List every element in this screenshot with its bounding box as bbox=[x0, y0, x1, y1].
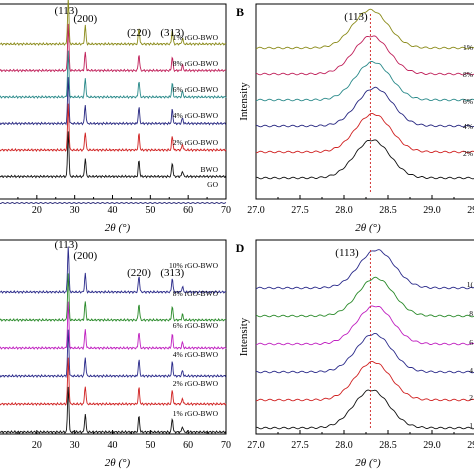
x-axis-label: 2θ (°) bbox=[355, 222, 381, 234]
series-line bbox=[0, 273, 226, 323]
series-line bbox=[0, 386, 227, 435]
x-tick-label: 30 bbox=[70, 205, 80, 216]
series-line bbox=[255, 389, 474, 430]
peak-label: (313) bbox=[160, 27, 184, 39]
y-axis-label: Intensity bbox=[238, 317, 250, 356]
series-line bbox=[255, 112, 474, 154]
series-label: 8% bbox=[463, 70, 473, 79]
series-label: 4% bbox=[463, 122, 473, 131]
panel-a bbox=[0, 0, 227, 204]
x-tick-label: 70 bbox=[221, 440, 231, 451]
peak-label: (113) bbox=[55, 5, 79, 17]
x-tick-label: 29.0 bbox=[423, 440, 441, 451]
series-line bbox=[255, 332, 474, 374]
peak-label: (313) bbox=[160, 267, 184, 279]
x-tick-label: 20 bbox=[32, 205, 42, 216]
series-line bbox=[255, 249, 474, 290]
x-tick-label: 60 bbox=[183, 205, 193, 216]
x-tick-label: 50 bbox=[145, 205, 155, 216]
x-tick-label: 28.5 bbox=[379, 440, 397, 451]
series-line bbox=[0, 103, 227, 153]
series-line bbox=[255, 139, 474, 180]
series-line bbox=[0, 50, 227, 100]
x-tick-label: 30 bbox=[70, 440, 80, 451]
series-label: 1% bbox=[463, 43, 473, 52]
series-label: 4% rGO-BWO bbox=[173, 111, 219, 120]
plot-frame bbox=[255, 3, 474, 200]
x-tick-label: 40 bbox=[108, 205, 118, 216]
series-line bbox=[0, 131, 227, 179]
x-axis-label: 2θ (°) bbox=[105, 457, 131, 469]
series-label: 8% rGO-BWO bbox=[173, 289, 219, 298]
x-tick-label: 27.0 bbox=[247, 205, 265, 216]
series-label: 6% bbox=[463, 97, 473, 106]
series-label: 8% rGO-BWO bbox=[173, 59, 219, 68]
series-line bbox=[0, 0, 227, 47]
peak-label: (113) bbox=[344, 11, 368, 23]
x-tick-label: 29.5 bbox=[467, 205, 474, 216]
series-line bbox=[0, 246, 227, 295]
series-label: 2 bbox=[469, 393, 473, 402]
x-tick-label: 28.0 bbox=[335, 205, 353, 216]
panel-letter: B bbox=[236, 5, 244, 19]
series-line bbox=[0, 329, 227, 379]
x-tick-label: 50 bbox=[145, 440, 155, 451]
series-line bbox=[255, 60, 474, 102]
peak-label: (113) bbox=[55, 239, 79, 251]
x-tick-label: 28.5 bbox=[379, 205, 397, 216]
y-axis-label: Intensity bbox=[238, 82, 250, 121]
series-label: 2% rGO-BWO bbox=[173, 379, 219, 388]
series-line bbox=[0, 202, 227, 204]
series-line bbox=[255, 305, 474, 346]
series-label: 6 bbox=[469, 338, 473, 347]
series-label: 4 bbox=[469, 366, 473, 375]
series-label: BWO bbox=[201, 165, 219, 174]
series-line bbox=[255, 276, 474, 318]
peak-label: (220) bbox=[127, 267, 151, 279]
panel-c bbox=[0, 239, 227, 435]
x-tick-label: 29.5 bbox=[467, 440, 474, 451]
x-tick-label: 27.5 bbox=[291, 205, 309, 216]
series-label: 6% rGO-BWO bbox=[173, 321, 219, 330]
x-tick-label: 27.0 bbox=[247, 440, 265, 451]
series-label: 2% bbox=[463, 149, 473, 158]
panel-letter: D bbox=[236, 241, 245, 255]
series-line bbox=[0, 77, 227, 126]
series-label: 4% rGO-BWO bbox=[173, 350, 219, 359]
plot-frame bbox=[255, 239, 474, 435]
peak-label: (113) bbox=[335, 247, 359, 259]
series-line bbox=[0, 357, 227, 407]
series-label: 1% rGO-BWO bbox=[173, 409, 219, 418]
series-line bbox=[255, 360, 474, 402]
panel-b bbox=[255, 3, 474, 200]
series-label: 2% rGO-BWO bbox=[173, 138, 219, 147]
x-tick-label: 28.0 bbox=[335, 440, 353, 451]
x-tick-label: 29.0 bbox=[423, 205, 441, 216]
peak-label: (220) bbox=[127, 27, 151, 39]
series-line bbox=[255, 35, 474, 76]
series-label: 8 bbox=[469, 309, 473, 318]
x-axis-label: 2θ (°) bbox=[105, 222, 131, 234]
series-line bbox=[0, 23, 226, 73]
series-label: 10% rGO-BWO bbox=[169, 261, 219, 270]
series-line bbox=[0, 301, 227, 351]
x-tick-label: 60 bbox=[183, 440, 193, 451]
series-label: GO bbox=[207, 180, 218, 189]
panel-d bbox=[255, 239, 474, 435]
series-label: 1 bbox=[469, 421, 473, 430]
series-line bbox=[255, 8, 474, 50]
x-tick-label: 40 bbox=[108, 440, 118, 451]
x-tick-label: 70 bbox=[221, 205, 231, 216]
series-line bbox=[255, 86, 474, 128]
peak-label: (200) bbox=[73, 13, 97, 25]
x-tick-label: 20 bbox=[32, 440, 42, 451]
series-label: 1% rGO-BWO bbox=[173, 33, 219, 42]
x-axis-label: 2θ (°) bbox=[355, 457, 381, 469]
x-tick-label: 27.5 bbox=[291, 440, 309, 451]
series-label: 6% rGO-BWO bbox=[173, 85, 219, 94]
series-label: 1( bbox=[467, 280, 474, 289]
peak-label: (200) bbox=[73, 250, 97, 262]
